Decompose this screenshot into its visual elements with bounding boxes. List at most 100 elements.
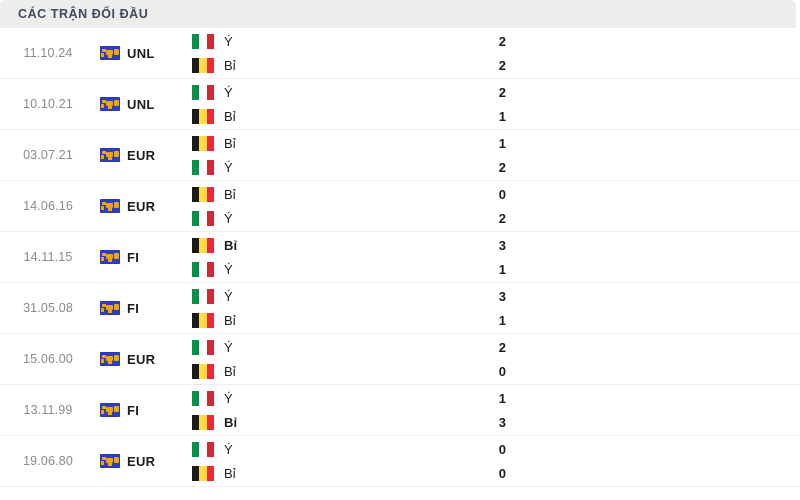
competition-cell[interactable]: UNL xyxy=(96,46,184,61)
flag-stripe xyxy=(192,186,200,202)
globe-landmass xyxy=(101,155,104,159)
home-team-name: Ý xyxy=(224,390,233,406)
table-row[interactable]: 14.11.15 FI Bỉ Ý 3 1 xyxy=(0,232,800,283)
away-team-row: Bỉ xyxy=(192,108,354,124)
table-row[interactable]: 03.07.21 EUR Bỉ Ý 1 2 xyxy=(0,130,800,181)
competition-cell[interactable]: UNL xyxy=(96,97,184,112)
belgium-flag xyxy=(192,186,214,202)
globe-landmass xyxy=(106,50,113,55)
flag-stripe xyxy=(199,363,207,379)
italy-flag xyxy=(192,84,214,100)
competition-cell[interactable]: FI xyxy=(96,250,184,265)
belgium-flag xyxy=(192,57,214,73)
globe-landmass xyxy=(114,100,119,106)
globe-landmass xyxy=(101,308,104,312)
competition-cell[interactable]: FI xyxy=(96,301,184,316)
table-row[interactable]: 31.05.08 FI Ý Bỉ 3 1 xyxy=(0,283,800,334)
globe-landmass xyxy=(108,259,112,262)
table-row[interactable]: 15.06.00 EUR Ý Bỉ 2 0 xyxy=(0,334,800,385)
globe-landmass xyxy=(108,463,112,466)
globe-landmass xyxy=(108,412,112,415)
competition-cell[interactable]: EUR xyxy=(96,148,184,163)
globe-landmass xyxy=(102,49,106,52)
flag-stripe xyxy=(206,288,214,304)
flag-stripe xyxy=(192,414,200,430)
globe-badge-icon xyxy=(100,352,120,366)
competition-code: EUR xyxy=(127,147,156,163)
flag-stripe xyxy=(206,339,214,355)
home-score: 0 xyxy=(498,186,506,202)
away-team-row: Bỉ xyxy=(192,414,354,430)
flag-stripe xyxy=(192,363,200,379)
table-row[interactable]: 14.06.16 EUR Bỉ Ý 0 2 xyxy=(0,181,800,232)
table-row[interactable]: 10.10.21 UNL Ý Bỉ 2 1 xyxy=(0,79,800,130)
match-list: 11.10.24 UNL Ý Bỉ 2 2 10.10.21 UNL Ý Bỉ 2 1 03.07.21… xyxy=(0,28,800,487)
globe-landmass xyxy=(106,152,113,157)
home-team-name: Ý xyxy=(224,339,233,355)
globe-landmass xyxy=(114,253,119,259)
home-score: 0 xyxy=(498,441,506,457)
home-team-name: Ý xyxy=(224,441,233,457)
globe-landmass xyxy=(106,254,113,259)
table-row[interactable]: 13.11.99 FI Ý Bỉ 1 3 xyxy=(0,385,800,436)
teams-cell: Ý Bỉ xyxy=(184,390,354,430)
away-team-row: Bỉ xyxy=(192,312,354,328)
competition-cell[interactable]: EUR xyxy=(96,454,184,469)
globe-landmass xyxy=(108,106,112,109)
globe-landmass xyxy=(102,202,106,205)
globe-landmass xyxy=(106,458,113,463)
globe-landmass xyxy=(114,355,119,361)
away-team-name: Bỉ xyxy=(224,414,238,430)
flag-stripe xyxy=(192,312,200,328)
globe-landmass xyxy=(108,361,112,364)
flag-stripe xyxy=(199,159,207,175)
away-score: 2 xyxy=(498,210,506,226)
competition-cell[interactable]: FI xyxy=(96,403,184,418)
globe-landmass xyxy=(102,457,106,460)
home-team-row: Ý xyxy=(192,390,354,406)
flag-stripe xyxy=(199,84,207,100)
competition-cell[interactable]: EUR xyxy=(96,199,184,214)
flag-stripe xyxy=(206,261,214,277)
competition-cell[interactable]: EUR xyxy=(96,352,184,367)
globe-landmass xyxy=(108,208,112,211)
globe-landmass xyxy=(102,151,106,154)
flag-stripe xyxy=(206,390,214,406)
home-team-name: Bỉ xyxy=(224,237,238,253)
flag-stripe xyxy=(199,57,207,73)
flag-stripe xyxy=(206,84,214,100)
home-team-name: Ý xyxy=(224,288,233,304)
belgium-flag xyxy=(192,414,214,430)
flag-stripe xyxy=(206,414,214,430)
globe-badge-icon xyxy=(100,301,120,315)
match-date: 19.06.80 xyxy=(23,454,73,468)
italy-flag xyxy=(192,339,214,355)
globe-landmass xyxy=(114,304,119,310)
away-team-row: Bỉ xyxy=(192,363,354,379)
globe-landmass xyxy=(102,406,106,409)
belgium-flag xyxy=(192,465,214,481)
table-row[interactable]: 11.10.24 UNL Ý Bỉ 2 2 xyxy=(0,28,800,79)
flag-stripe xyxy=(206,186,214,202)
flag-stripe xyxy=(199,414,207,430)
globe-landmass xyxy=(114,406,119,412)
globe-landmass xyxy=(101,410,104,414)
flag-stripe xyxy=(192,57,200,73)
flag-stripe xyxy=(192,441,200,457)
table-row[interactable]: 19.06.80 EUR Ý Bỉ 0 0 xyxy=(0,436,800,487)
competition-code: EUR xyxy=(127,198,156,214)
flag-stripe xyxy=(192,465,200,481)
flag-stripe xyxy=(192,261,200,277)
flag-stripe xyxy=(206,135,214,151)
home-team-name: Ý xyxy=(224,33,233,49)
match-date: 03.07.21 xyxy=(23,148,73,162)
globe-landmass xyxy=(102,304,106,307)
match-date: 10.10.21 xyxy=(23,97,73,111)
competition-code: UNL xyxy=(127,96,155,112)
home-team-row: Ý xyxy=(192,339,354,355)
